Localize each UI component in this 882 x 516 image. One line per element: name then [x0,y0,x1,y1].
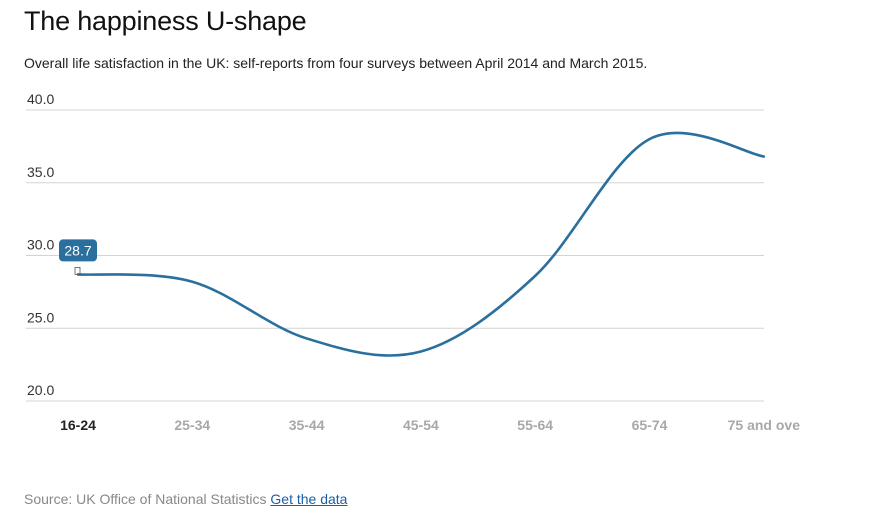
grid-lines [26,109,764,402]
tooltip-label: 28.7 [64,242,91,258]
line-chart: 20.0 25.0 30.0 35.0 40.0 16-24 25-34 35-44 45-5… [26,91,800,433]
y-tick-label: 40.0 [27,91,54,107]
x-tick-label[interactable]: 25-34 [174,417,210,433]
tooltip: 28.7 [59,239,97,275]
x-tick-label[interactable]: 16-24 [60,417,96,433]
source-note: Source: UK Office of National Statistics… [24,491,347,507]
x-tick-label[interactable]: 45-54 [403,417,439,433]
tooltip-box [59,239,97,262]
source-text: Source: UK Office of National Statistics [24,491,267,507]
y-tick-label: 25.0 [27,309,54,325]
y-tick-label: 30.0 [27,237,54,253]
chart-subtitle: Overall life satisfaction in the UK: sel… [24,55,648,71]
y-tick-label: 20.0 [27,382,54,398]
point-marker [74,267,81,275]
get-data-link[interactable]: Get the data [270,491,348,507]
page-title: The happiness U-shape [24,6,307,36]
x-tick-label[interactable]: 75 and ove [728,417,801,433]
y-axis-ticks: 20.0 25.0 30.0 35.0 40.0 [27,91,54,398]
series-layer [76,131,766,357]
series-line [76,131,766,357]
x-tick-label[interactable]: 55-64 [517,417,553,433]
x-axis-ticks[interactable]: 16-24 25-34 35-44 45-54 55-64 65-74 75 and ove [60,417,800,433]
y-tick-label: 35.0 [27,164,54,180]
x-tick-label[interactable]: 65-74 [632,417,668,433]
x-tick-label[interactable]: 35-44 [289,417,325,433]
